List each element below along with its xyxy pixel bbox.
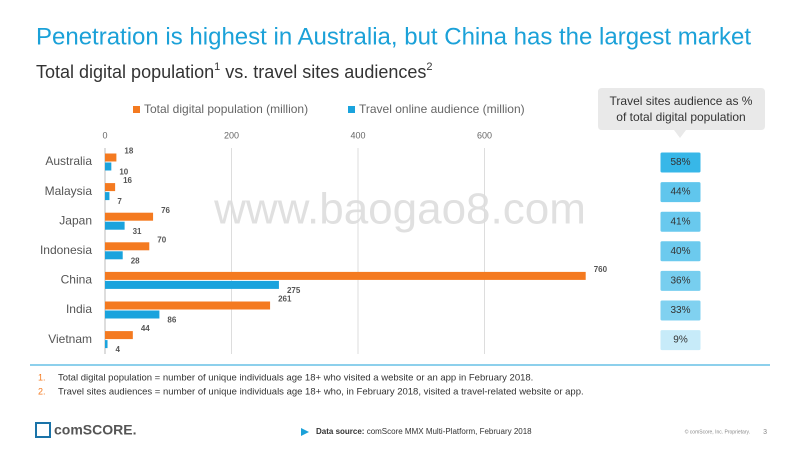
data-label: 16 [123,176,132,185]
y-tick-label: Vietnam [48,332,92,346]
share-label: 36% [670,276,690,287]
x-tick-label: 200 [224,130,239,140]
data-label: 4 [116,345,121,354]
x-tick-label: 0 [102,130,107,140]
footnote: Travel sites audiences = number of uniqu… [58,387,584,398]
share-box [659,269,702,292]
data-label: 18 [124,147,133,156]
legend-label: Total digital population (million) [144,102,308,116]
superscript: 2 [426,61,432,73]
share-box [659,151,702,174]
share-box [659,299,702,322]
share-label: 9% [673,335,688,346]
source-label: Data source: [316,427,364,436]
bar [105,183,116,192]
footnote-number: 2. [38,386,46,396]
data-label: 7 [117,197,122,206]
legend-swatch [348,106,355,113]
callout-box [598,88,765,138]
data-label: 760 [594,265,608,274]
y-tick-label: Malaysia [45,184,93,198]
data-label: 275 [287,286,301,295]
bar [105,301,271,310]
data-label: 70 [157,235,166,244]
page-number: 3 [763,429,767,436]
bar [105,153,117,162]
logo: comSCORE. [54,422,136,438]
bar [105,310,160,319]
data-label: 76 [161,206,170,215]
x-tick-label: 600 [477,130,492,140]
y-tick-label: Japan [59,213,92,227]
subtitle-text: vs. travel sites audiences [220,62,426,82]
x-tick-label: 400 [350,130,365,140]
data-label: 10 [119,168,128,177]
share-label: 44% [670,187,690,198]
y-tick-label: India [66,302,92,316]
bar [105,162,112,171]
subtitle-text: Total digital population [36,62,214,82]
share-box [659,181,702,204]
bar [105,331,133,340]
bar [105,280,279,289]
share-box [659,240,702,263]
share-label: 33% [670,305,690,316]
source: Data source: comScore MMX Multi-Platform… [316,427,532,436]
data-label: 44 [141,324,150,333]
footnote-number: 1. [38,372,46,382]
superscript: 1 [214,61,220,73]
copyright: © comScore, Inc. Proprietary. [685,428,750,435]
y-tick-label: Australia [45,154,92,168]
logo-icon [35,422,51,438]
y-tick-label: China [61,273,93,287]
bar [105,212,154,221]
subtitle: Total digital population1 vs. travel sit… [36,61,433,82]
callout-text: of total digital population [616,110,745,124]
bar [105,192,110,201]
share-label: 58% [670,157,690,168]
legend-swatch [133,106,140,113]
share-label: 41% [670,216,690,227]
slide-title: Penetration is highest in Australia, but… [36,23,751,50]
data-label: 31 [133,227,142,236]
share-label: 40% [670,246,690,257]
bar [105,340,108,349]
callout-text: Travel sites audience as % [610,94,753,108]
data-label: 86 [167,316,176,325]
share-box [659,210,702,233]
share-box [659,329,702,352]
data-label: 28 [131,256,140,265]
bar [105,242,150,251]
bar [105,271,586,280]
footnote: Total digital population = number of uni… [58,373,533,384]
legend-label: Travel online audience (million) [359,102,525,116]
arrow-icon [301,428,309,436]
bar [105,251,123,260]
source-text: comScore MMX Multi-Platform, February 20… [364,427,532,436]
y-tick-label: Indonesia [40,243,92,257]
watermark: www.baogao8.com [213,185,586,234]
bar [105,221,125,230]
data-label: 261 [278,295,292,304]
